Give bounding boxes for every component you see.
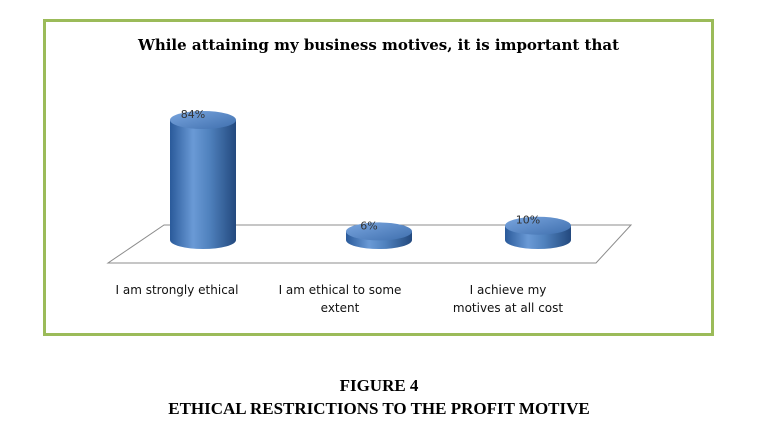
category-label-strongly-ethical: I am strongly ethical (92, 281, 262, 299)
bar-cap (346, 222, 412, 241)
category-label-line: I am ethical to some (278, 283, 402, 297)
data-label: 6% (360, 219, 377, 232)
category-label-ethical-to-some-extent: I am ethical to some extent (255, 281, 425, 317)
chart-frame: While attaining my business motives, it … (43, 19, 714, 336)
bar-ethical-to-some-extent: 6% (346, 219, 412, 249)
chart-title: While attaining my business motives, it … (137, 36, 620, 54)
data-label: 10% (516, 214, 540, 227)
bar-achieve-at-all-cost: 10% (505, 214, 571, 249)
category-label-line: I am strongly ethical (115, 283, 239, 297)
bar-body (170, 120, 236, 249)
bar-cap (505, 216, 571, 235)
category-label-achieve-at-all-cost: I achieve my motives at all cost (423, 281, 593, 317)
category-label-line: motives at all cost (452, 301, 564, 315)
figure-number: FIGURE 4 (339, 376, 419, 395)
bar-strongly-ethical: 84% (170, 108, 236, 249)
figure-title: ETHICAL RESTRICTIONS TO THE PROFIT MOTIV… (168, 399, 590, 418)
bar-cap (170, 111, 236, 129)
data-label: 84% (181, 108, 205, 121)
category-label-line: extent (320, 301, 360, 315)
category-label-line: I achieve my (469, 283, 547, 297)
chart-plot: 84% 6% 10% (106, 108, 633, 264)
